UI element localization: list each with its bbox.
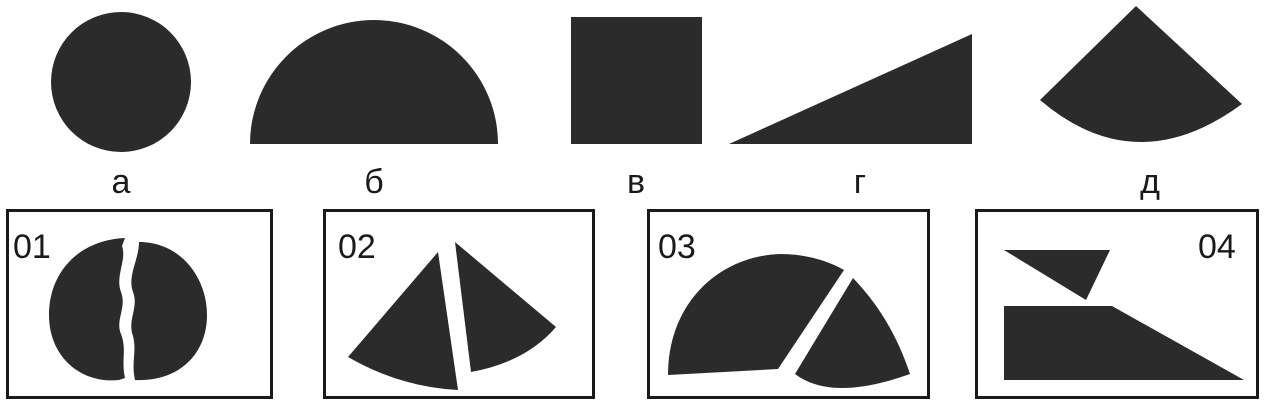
label-d: д xyxy=(1140,163,1160,201)
label-b: б xyxy=(364,163,384,201)
panel-04: 04 xyxy=(975,209,1259,399)
panel-01-pieces xyxy=(49,238,207,381)
panel-03-pieces xyxy=(668,254,910,388)
label-v: в xyxy=(626,163,646,201)
semicircle-small-piece xyxy=(795,278,910,388)
circle-left-half xyxy=(49,238,125,381)
label-g: г xyxy=(853,163,867,201)
trapezoid-bottom-piece xyxy=(1004,306,1244,380)
sector-right-piece xyxy=(455,242,556,372)
circle-right-half xyxy=(131,242,207,381)
semicircle-large-piece xyxy=(668,254,844,375)
shape-circular-sector xyxy=(1040,6,1242,143)
shape-right-triangle xyxy=(729,34,972,144)
triangle-top-piece xyxy=(1004,250,1110,300)
panel-02-pieces xyxy=(348,242,556,390)
sector-left-piece xyxy=(348,252,458,390)
panel-number: 01 xyxy=(13,228,51,266)
panel-number: 04 xyxy=(1198,228,1236,266)
panel-number: 03 xyxy=(658,228,696,266)
shape-semicircle xyxy=(250,20,498,144)
shape-circle xyxy=(51,12,191,152)
panel-number: 02 xyxy=(338,228,376,266)
panel-01: 01 xyxy=(6,209,273,399)
shape-square xyxy=(571,17,702,144)
panel-04-pieces xyxy=(1004,250,1244,380)
reference-shapes-row xyxy=(51,6,1242,152)
label-a: а xyxy=(111,163,131,201)
panel-03: 03 xyxy=(647,209,930,399)
panel-02: 02 xyxy=(323,209,595,399)
